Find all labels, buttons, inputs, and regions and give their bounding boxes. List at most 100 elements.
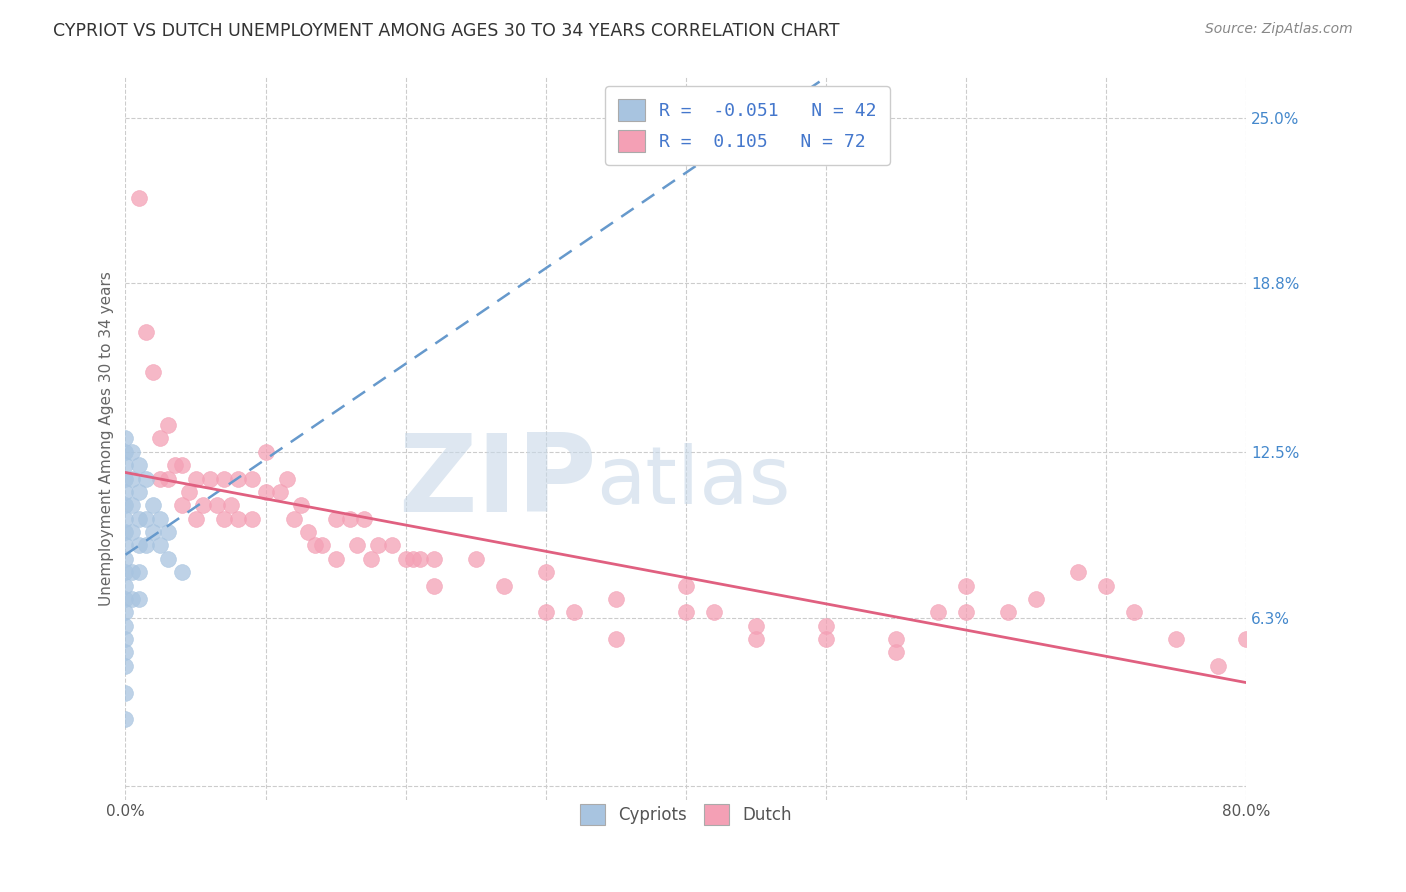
Point xyxy=(114,485,136,500)
Point xyxy=(114,445,136,459)
Point xyxy=(170,458,193,473)
Point xyxy=(562,605,585,619)
Point xyxy=(1025,591,1047,606)
Point xyxy=(381,538,404,552)
Point xyxy=(114,525,136,540)
Point xyxy=(114,685,136,699)
Legend: Cypriots, Dutch: Cypriots, Dutch xyxy=(569,794,801,835)
Point xyxy=(703,605,725,619)
Point xyxy=(212,472,235,486)
Point xyxy=(128,565,150,579)
Point xyxy=(409,551,432,566)
Point xyxy=(121,472,143,486)
Point xyxy=(149,472,172,486)
Point xyxy=(205,499,228,513)
Point xyxy=(114,551,136,566)
Point xyxy=(121,499,143,513)
Point xyxy=(254,445,277,459)
Point xyxy=(177,485,200,500)
Point xyxy=(191,499,214,513)
Text: atlas: atlas xyxy=(596,442,790,521)
Point xyxy=(311,538,333,552)
Point xyxy=(240,512,263,526)
Point xyxy=(1166,632,1188,646)
Point xyxy=(149,512,172,526)
Point xyxy=(997,605,1019,619)
Point xyxy=(121,565,143,579)
Point xyxy=(114,605,136,619)
Point xyxy=(135,512,157,526)
Point xyxy=(114,538,136,552)
Point xyxy=(254,485,277,500)
Point xyxy=(1123,605,1146,619)
Point xyxy=(156,525,179,540)
Point xyxy=(605,591,627,606)
Point xyxy=(884,632,907,646)
Point xyxy=(114,565,136,579)
Point xyxy=(325,551,347,566)
Point xyxy=(149,538,172,552)
Point xyxy=(163,458,186,473)
Point xyxy=(276,472,298,486)
Point xyxy=(367,538,389,552)
Point xyxy=(114,578,136,592)
Point xyxy=(955,605,977,619)
Point xyxy=(346,538,368,552)
Point xyxy=(142,365,165,379)
Point xyxy=(114,472,136,486)
Point xyxy=(156,418,179,433)
Point xyxy=(534,605,557,619)
Point xyxy=(184,512,207,526)
Point xyxy=(184,472,207,486)
Point xyxy=(142,525,165,540)
Text: CYPRIOT VS DUTCH UNEMPLOYMENT AMONG AGES 30 TO 34 YEARS CORRELATION CHART: CYPRIOT VS DUTCH UNEMPLOYMENT AMONG AGES… xyxy=(53,22,839,40)
Point xyxy=(135,472,157,486)
Point xyxy=(884,645,907,659)
Point xyxy=(226,512,249,526)
Point xyxy=(114,632,136,646)
Point xyxy=(114,591,136,606)
Point xyxy=(170,499,193,513)
Point xyxy=(745,618,768,632)
Point xyxy=(815,618,838,632)
Point xyxy=(114,432,136,446)
Y-axis label: Unemployment Among Ages 30 to 34 years: Unemployment Among Ages 30 to 34 years xyxy=(100,271,114,606)
Text: ZIP: ZIP xyxy=(398,429,596,535)
Point xyxy=(339,512,361,526)
Point xyxy=(283,512,305,526)
Point xyxy=(135,538,157,552)
Point xyxy=(675,605,697,619)
Point xyxy=(422,578,444,592)
Point xyxy=(114,458,136,473)
Point xyxy=(269,485,291,500)
Point xyxy=(1067,565,1090,579)
Point xyxy=(395,551,418,566)
Point xyxy=(927,605,949,619)
Point xyxy=(114,712,136,726)
Point xyxy=(955,578,977,592)
Point xyxy=(325,512,347,526)
Point xyxy=(492,578,515,592)
Point xyxy=(121,525,143,540)
Point xyxy=(156,551,179,566)
Point xyxy=(212,512,235,526)
Point xyxy=(170,565,193,579)
Point xyxy=(534,565,557,579)
Point xyxy=(360,551,382,566)
Point xyxy=(675,578,697,592)
Point xyxy=(815,632,838,646)
Point xyxy=(422,551,444,566)
Point xyxy=(156,472,179,486)
Point xyxy=(114,618,136,632)
Point xyxy=(135,325,157,339)
Point xyxy=(1234,632,1257,646)
Point xyxy=(304,538,326,552)
Point xyxy=(219,499,242,513)
Point xyxy=(290,499,312,513)
Point xyxy=(142,499,165,513)
Point xyxy=(121,445,143,459)
Point xyxy=(240,472,263,486)
Point xyxy=(198,472,221,486)
Point xyxy=(128,485,150,500)
Point xyxy=(128,191,150,205)
